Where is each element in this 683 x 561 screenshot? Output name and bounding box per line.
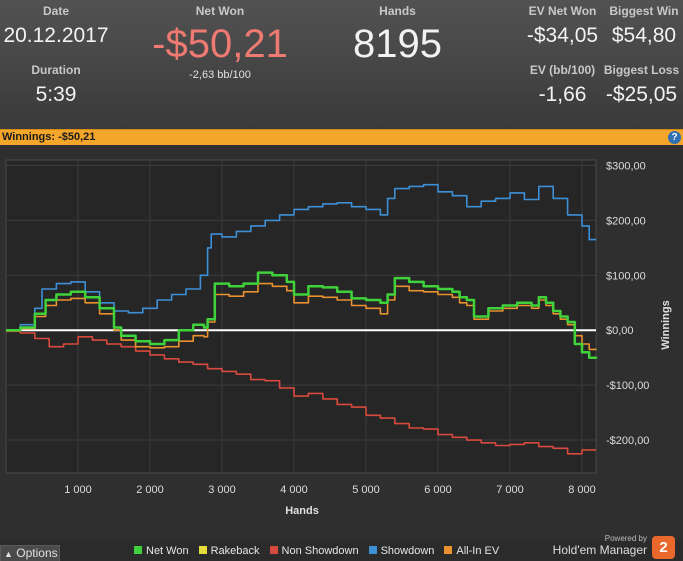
x-tick-label: 2 000 [136,484,164,496]
legend-label: Net Won [146,545,189,557]
legend-swatch [444,546,453,554]
y-tick-label: $0,00 [606,325,634,337]
stat-net-won-value: -$50,21 [152,22,288,66]
legend-item-showdown[interactable]: Showdown [368,545,435,557]
legend-item-all-in-ev[interactable]: All-In EV [444,545,499,557]
series-non-showdown [6,330,596,455]
stat-biggest-win-value: $54,80 [611,24,677,47]
legend-label: Non Showdown [281,545,359,557]
brand-logo: 2 [652,536,675,559]
winnings-title: Winnings: -$50,21 [2,131,96,143]
stat-date-value: 20.12.2017 [3,24,109,47]
stat-biggest-win: Biggest Win $54,80 [605,4,683,48]
stat-duration-label: Duration [31,63,81,77]
y-tick-label: -$200,00 [606,435,649,447]
plot-background [5,159,597,474]
help-icon[interactable]: ? [668,131,681,144]
options-button[interactable]: ▲ Options [0,545,60,561]
stat-hands-value: 8195 [353,22,442,66]
stat-hands: Hands 8195 [330,4,465,68]
x-tick-label: 6 000 [424,484,452,496]
stat-ev-bb: EV (bb/100) -1,66 [520,63,605,107]
legend-label: Showdown [380,545,435,557]
legend-item-non-showdown[interactable]: Non Showdown [269,545,359,557]
y-tick-label: $300,00 [606,160,646,172]
winnings-chart: 1 000 2 000 3 000 4 000 5 000 6 000 7 000 8 000… [5,159,672,517]
stat-ev-net-won-value: -$34,05 [526,24,599,47]
legend-swatch [134,546,142,554]
stat-date-label: Date [42,4,69,18]
x-axis-ticks: 1 000 2 000 3 000 4 000 5 000 6 000 7 000 8 000 [64,484,595,496]
footer: ▲ Options Net Won Rakeback Non Showdown Sho… [0,534,683,561]
legend-label: All-In EV [456,545,500,557]
y-tick-label: $200,00 [606,215,646,227]
x-tick-label: 8 000 [568,484,596,496]
options-label: Options [16,546,58,560]
brand-name: Hold'em Manager [552,543,647,557]
stat-biggest-loss: Biggest Loss -$25,05 [600,63,683,107]
branding: Powered by Hold'em Manager 2 [549,534,679,560]
stat-net-won: Net Won -$50,21 -2,63 bb/100 [135,4,305,81]
stat-ev-bb-label: EV (bb/100) [529,63,596,77]
series-net-won [6,271,598,359]
stat-duration: Duration 5:39 [0,63,112,107]
y-axis-ticks: -$200,00 -$100,00 $0,00 $100,00 $200,00 $300,… [606,160,649,447]
stat-ev-net-won-label: EV Net Won [528,4,597,18]
stat-hands-label: Hands [379,4,416,18]
stats-header: Date 20.12.2017 Duration 5:39 Net Won -$… [0,0,683,130]
x-tick-label: 7 000 [496,484,524,496]
y-tick-label: $100,00 [606,270,646,282]
stat-biggest-win-label: Biggest Win [609,4,679,18]
legend-item-net-won[interactable]: Net Won [134,545,189,557]
legend-swatch [368,546,377,554]
stat-biggest-loss-value: -$25,05 [605,83,678,106]
stat-ev-bb-value: -1,66 [538,83,587,106]
stat-biggest-loss-label: Biggest Loss [603,63,680,77]
legend-label: Rakeback [210,545,260,557]
x-tick-label: 4 000 [280,484,308,496]
x-tick-label: 1 000 [64,484,92,496]
legend-swatch [269,546,278,554]
y-tick-label: -$100,00 [606,380,649,392]
x-tick-label: 5 000 [352,484,380,496]
winnings-title-bar: Winnings: -$50,21 ? [0,129,683,145]
options-arrow-icon: ▲ [4,549,13,559]
x-axis-label: Hands [285,505,319,517]
stat-net-won-label: Net Won [195,4,245,18]
y-axis-label: Winnings [660,300,672,349]
stat-net-won-bb: -2,63 bb/100 [189,69,251,81]
x-tick-label: 3 000 [208,484,236,496]
stat-duration-value: 5:39 [35,83,77,106]
legend: Net Won Rakeback Non Showdown Showdown All-I… [134,545,509,557]
stat-date: Date 20.12.2017 [0,4,112,48]
legend-item-rakeback[interactable]: Rakeback [198,545,260,557]
legend-swatch [198,546,207,554]
powered-by: Powered by [604,534,647,543]
stat-ev-net-won: EV Net Won -$34,05 [520,4,605,48]
chart-area: 1 000 2 000 3 000 4 000 5 000 6 000 7 000 8 000… [0,145,683,541]
chart-series [6,183,598,455]
series-showdown [6,183,596,331]
